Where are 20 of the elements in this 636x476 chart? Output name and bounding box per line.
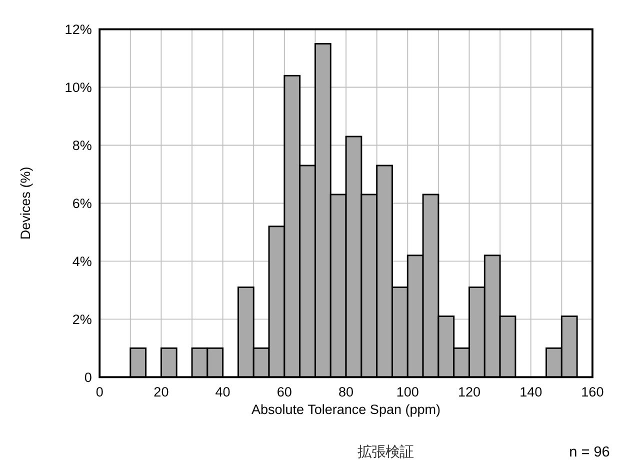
- x-tick-label: 80: [338, 384, 354, 400]
- x-tick-label: 40: [215, 384, 230, 400]
- y-tick-label: 10%: [64, 80, 92, 95]
- x-tick-label: 20: [154, 384, 169, 400]
- x-tick-label: 60: [276, 384, 292, 400]
- y-tick-label: 2%: [72, 312, 92, 327]
- text: n = 96: [569, 444, 610, 460]
- y-tick-label: 4%: [72, 254, 92, 269]
- x-tick-label: 0: [96, 384, 104, 400]
- x-tick-label: 160: [581, 384, 604, 400]
- y-tick-label: 6%: [72, 196, 92, 211]
- x-tick-label: 120: [458, 384, 481, 400]
- text: 拡張検証: [358, 444, 414, 460]
- x-tick-label: 100: [396, 384, 419, 400]
- x-tick-label: 140: [520, 384, 542, 400]
- y-tick-label: 8%: [72, 138, 92, 153]
- y-axis-title: Devices (%): [18, 166, 34, 240]
- x-axis-title: Absolute Tolerance Span (ppm): [251, 402, 441, 417]
- y-tick-label: 0: [84, 370, 92, 385]
- y-tick-label: 12%: [64, 22, 92, 37]
